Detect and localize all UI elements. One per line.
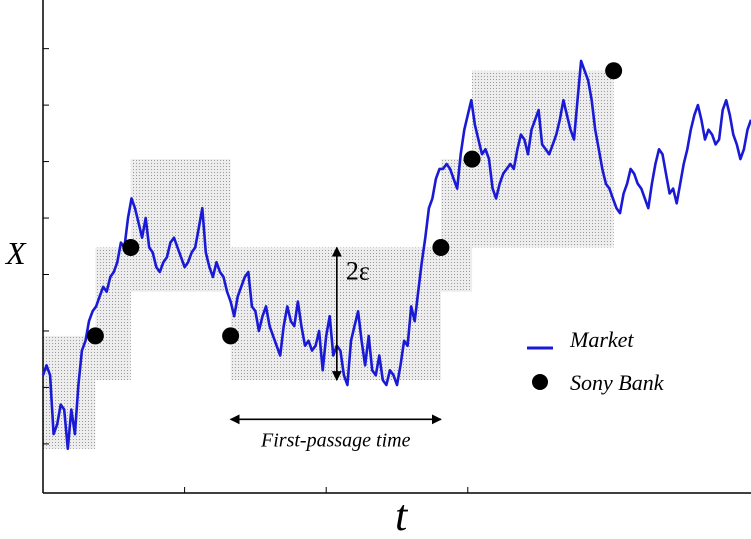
legend-sony-bank-label: Sony Bank: [570, 370, 665, 395]
sony-bank-series: [86, 62, 623, 345]
legend: Market Sony Bank: [527, 327, 665, 395]
sony-bank-point: [86, 327, 104, 345]
first-passage-label: First-passage time: [260, 429, 411, 451]
sony-bank-point: [222, 327, 240, 345]
legend-sony-bank-marker: [532, 374, 548, 390]
market-line: [41, 59, 751, 451]
axes: [42, 0, 751, 494]
shaded-regions: [43, 70, 614, 449]
sony-bank-point: [463, 150, 481, 168]
market-series: [41, 59, 751, 451]
legend-market-label: Market: [569, 327, 634, 352]
epsilon-label: 2ε: [346, 257, 370, 286]
sony-bank-point: [122, 239, 140, 256]
shaded-region-2: [95, 247, 131, 381]
x-axis-label: t: [395, 491, 409, 539]
y-axis-label: X: [4, 235, 27, 271]
annotations: 2ε First-passage time: [229, 246, 442, 451]
shaded-region-5: [440, 159, 473, 292]
sony-bank-point: [432, 239, 450, 256]
sony-bank-point: [605, 62, 623, 80]
shaded-region-6: [472, 70, 614, 248]
